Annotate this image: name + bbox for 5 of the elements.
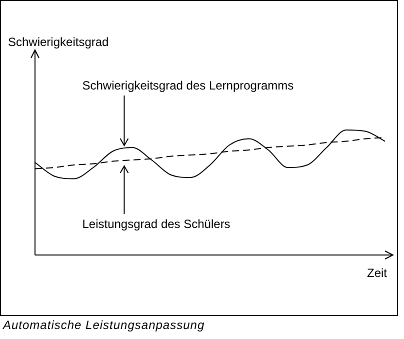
text: Leistungsgrad des Schülers (82, 217, 230, 231)
text: Schwierigkeitsgrad des Lernprogramms (82, 78, 294, 92)
text: Automatische Leistungsanpassung (3, 318, 205, 332)
text: Schwierigkeitsgrad (8, 35, 109, 49)
x-axis-title: Zeit (366, 266, 388, 280)
